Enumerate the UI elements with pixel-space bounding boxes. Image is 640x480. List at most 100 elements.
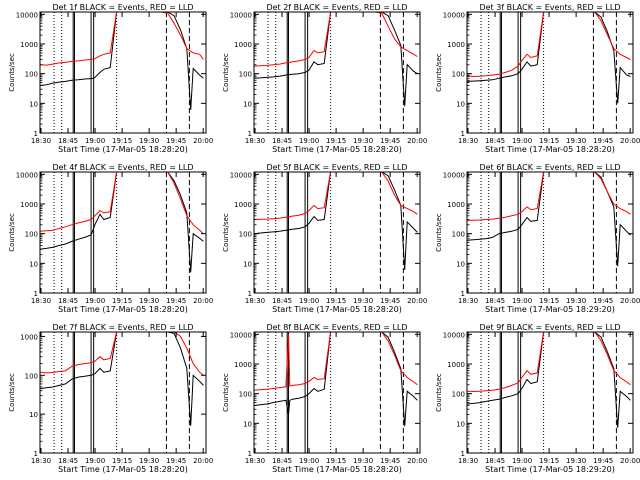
x-tick-label: 19:45 (166, 457, 186, 465)
y-tick-label: 10 (29, 100, 38, 108)
series-line-lld (40, 172, 204, 235)
x-tick-label: 18:45 (58, 457, 78, 465)
y-tick-label: 10000 (16, 171, 38, 179)
series-group (467, 172, 631, 267)
plot-frame (253, 11, 421, 134)
x-axis-label: Start Time (17-Mar-05 18:29:20) (485, 465, 615, 474)
x-axis-label: Start Time (17-Mar-05 18:28:20) (58, 145, 188, 154)
panel-det-5: Det 5f BLACK = Events, RED = LLD 1 10 100 10… (222, 163, 427, 314)
x-tick-label: 19:00 (299, 457, 319, 465)
panel-title: Det 2f BLACK = Events, RED = LLD (266, 3, 407, 12)
y-tick-label: 1000 (447, 41, 465, 49)
y-tick-label: 1 (34, 450, 38, 458)
x-tick-label: 19:15 (326, 297, 346, 305)
series-line-lld (40, 332, 204, 376)
panel-title: Det 6f BLACK = Events, RED = LLD (479, 163, 620, 172)
panel-det-4: Det 4f BLACK = Events, RED = LLD 1 10 100 10… (8, 163, 213, 314)
x-tick-label: 19:15 (539, 137, 559, 145)
series-line-events (40, 172, 204, 273)
panel-det-1: Det 1f BLACK = Events, RED = LLD 1 10 100 10… (8, 3, 213, 154)
x-tick-label: 19:30 (566, 137, 586, 145)
panel-title: Det 1f BLACK = Events, RED = LLD (52, 3, 193, 12)
panel-title: Det 3f BLACK = Events, RED = LLD (479, 3, 620, 12)
x-tick-label: 19:00 (512, 137, 532, 145)
series-group (467, 332, 631, 428)
x-tick-label: 20:00 (407, 297, 427, 305)
series-line-lld (254, 12, 418, 67)
x-tick-label: 19:30 (139, 137, 159, 145)
series-line-events (254, 172, 418, 270)
y-tick-label: 1000 (234, 41, 252, 49)
x-tick-label: 20:00 (407, 457, 427, 465)
plot-frame (39, 11, 207, 134)
y-tick-label: 10 (456, 100, 465, 108)
x-tick-label: 19:45 (380, 297, 400, 305)
x-tick-label: 18:45 (58, 137, 78, 145)
x-tick-label: 19:30 (139, 457, 159, 465)
x-tick-label: 19:15 (539, 297, 559, 305)
x-tick-label: 19:00 (512, 297, 532, 305)
y-tick-label: 100 (239, 231, 252, 239)
x-axis-label: Start Time (17-Mar-05 18:28:20) (58, 305, 188, 314)
y-tick-label: 1 (461, 130, 465, 138)
panel-det-3: Det 3f BLACK = Events, RED = LLD 1 10 100 10… (435, 3, 640, 154)
x-tick-label: 20:00 (620, 137, 640, 145)
y-tick-label: 10 (29, 260, 38, 268)
x-tick-label: 19:30 (353, 137, 373, 145)
x-tick-label: 19:30 (139, 297, 159, 305)
x-axis-label: Start Time (17-Mar-05 18:28:20) (272, 145, 402, 154)
x-tick-label: 18:45 (58, 297, 78, 305)
y-tick-label: 10 (456, 420, 465, 428)
y-tick-label: 100 (452, 71, 465, 79)
panel-det-6: Det 6f BLACK = Events, RED = LLD 1 10 100 10… (435, 163, 640, 314)
series-line-events (254, 12, 418, 107)
x-tick-label: 19:45 (166, 297, 186, 305)
y-tick-label: 1000 (20, 333, 38, 341)
x-tick-label: 18:30 (458, 457, 478, 465)
y-tick-label: 10 (243, 420, 252, 428)
x-tick-label: 18:30 (458, 297, 478, 305)
x-tick-label: 20:00 (620, 297, 640, 305)
y-tick-label: 1000 (447, 361, 465, 369)
series-line-lld (254, 332, 418, 391)
x-tick-label: 19:15 (326, 457, 346, 465)
y-tick-label: 10 (243, 100, 252, 108)
panel-title: Det 4f BLACK = Events, RED = LLD (52, 163, 193, 172)
y-tick-label: 1 (34, 130, 38, 138)
x-tick-label: 19:00 (85, 457, 105, 465)
x-tick-label: 19:15 (112, 137, 132, 145)
x-tick-label: 19:30 (566, 297, 586, 305)
x-tick-label: 19:15 (326, 137, 346, 145)
series-line-events (467, 332, 631, 428)
panel-det-7: Det 7f BLACK = Events, RED = LLD 1 10 100 10… (8, 323, 213, 474)
y-axis-label: Counts/sec (222, 213, 230, 252)
series-group (254, 332, 418, 427)
y-tick-label: 10000 (443, 11, 465, 19)
y-tick-label: 1 (248, 290, 252, 298)
x-tick-label: 19:00 (512, 457, 532, 465)
x-tick-label: 18:30 (31, 457, 51, 465)
y-axis-label: Counts/sec (222, 373, 230, 412)
x-tick-label: 19:45 (166, 137, 186, 145)
y-tick-label: 1 (248, 130, 252, 138)
x-tick-label: 18:30 (458, 137, 478, 145)
series-line-lld (467, 12, 631, 78)
panel-title: Det 5f BLACK = Events, RED = LLD (266, 163, 407, 172)
x-axis-label: Start Time (17-Mar-05 18:28:20) (58, 465, 188, 474)
y-tick-label: 100 (239, 71, 252, 79)
x-tick-label: 19:00 (299, 137, 319, 145)
y-tick-label: 100 (452, 391, 465, 399)
x-tick-label: 20:00 (193, 457, 213, 465)
panel-title: Det 8f BLACK = Events, RED = LLD (266, 323, 407, 332)
x-tick-label: 19:15 (112, 297, 132, 305)
y-axis-label: Counts/sec (8, 53, 16, 92)
x-tick-label: 19:00 (85, 297, 105, 305)
x-tick-label: 19:45 (593, 297, 613, 305)
x-tick-label: 20:00 (620, 457, 640, 465)
y-tick-label: 10000 (443, 171, 465, 179)
series-group (40, 332, 204, 426)
panel-det-2: Det 2f BLACK = Events, RED = LLD 1 10 100 10… (222, 3, 427, 154)
plot-frame (466, 331, 634, 454)
x-tick-label: 18:30 (31, 297, 51, 305)
